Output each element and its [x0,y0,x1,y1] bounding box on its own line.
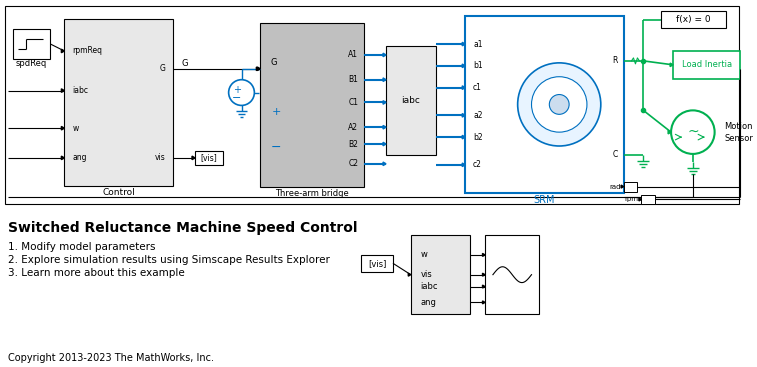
Text: c2: c2 [473,160,482,169]
Text: rpm: rpm [625,196,638,203]
Polygon shape [670,63,673,67]
Circle shape [531,77,587,132]
Bar [624,182,637,192]
Text: iabc: iabc [72,86,89,95]
Text: G: G [182,59,188,68]
Text: [vis]: [vis] [368,259,386,268]
Text: C1: C1 [348,98,358,107]
Bar [661,11,725,28]
Text: +: + [272,108,281,117]
Text: Sensor: Sensor [724,134,753,143]
Bar [64,19,173,186]
Text: ang: ang [72,153,87,162]
Text: −: − [232,94,241,103]
Bar [641,195,656,204]
Text: c1: c1 [473,83,482,92]
Text: −: − [271,141,282,153]
Text: Copyright 2013-2023 The MathWorks, Inc.: Copyright 2013-2023 The MathWorks, Inc. [8,353,214,363]
Text: w: w [421,250,428,259]
Text: a1: a1 [473,40,483,48]
Text: SRM: SRM [534,196,555,206]
Text: G: G [270,58,277,68]
Text: [vis]: [vis] [201,153,217,162]
Bar [466,17,624,193]
Text: Three-arm bridge: Three-arm bridge [276,189,349,198]
Bar [13,29,51,59]
Text: G: G [160,64,165,73]
Polygon shape [482,301,485,304]
Polygon shape [383,162,386,166]
Text: f(x) = 0: f(x) = 0 [676,15,711,24]
Text: +: + [232,84,241,95]
Polygon shape [383,142,386,146]
Text: Control: Control [102,188,136,197]
Polygon shape [257,67,260,70]
Text: rad: rad [609,184,621,190]
Text: C: C [612,150,618,159]
Polygon shape [61,156,64,160]
Text: Switched Reluctance Machine Speed Control: Switched Reluctance Machine Speed Contro… [8,221,357,235]
Bar [673,51,740,79]
Polygon shape [383,53,386,57]
Text: A1: A1 [348,50,358,59]
Circle shape [550,95,569,115]
Circle shape [518,63,601,146]
Polygon shape [192,156,195,160]
Polygon shape [463,135,466,139]
Bar [260,23,364,186]
Text: ang: ang [421,298,437,307]
Polygon shape [257,67,260,70]
Text: w: w [72,124,79,133]
Text: rpmReq: rpmReq [72,47,102,55]
Bar [411,235,470,314]
Text: vis: vis [421,270,432,279]
Text: spdReq: spdReq [16,59,47,68]
Polygon shape [639,198,641,201]
Polygon shape [383,78,386,81]
Polygon shape [383,126,386,129]
Circle shape [671,110,715,154]
Bar [485,235,540,314]
Polygon shape [61,49,64,53]
Polygon shape [482,285,485,288]
Polygon shape [482,253,485,257]
Polygon shape [463,163,466,167]
Circle shape [229,80,254,105]
Polygon shape [61,89,64,92]
Text: 3. Learn more about this example: 3. Learn more about this example [8,268,185,278]
Text: Motion: Motion [724,122,753,131]
Polygon shape [668,130,671,134]
Text: A2: A2 [348,123,358,132]
Text: B1: B1 [348,75,358,84]
Text: 2. Explore simulation results using Simscape Results Explorer: 2. Explore simulation results using Sims… [8,255,330,265]
Polygon shape [463,113,466,117]
Text: Load Inertia: Load Inertia [681,60,732,69]
Bar [386,46,435,155]
Polygon shape [482,273,485,276]
Polygon shape [383,101,386,104]
Text: iabc: iabc [401,96,420,105]
Text: b1: b1 [473,61,483,70]
Text: C2: C2 [348,159,358,168]
Polygon shape [463,64,466,68]
Text: B2: B2 [348,139,358,149]
Polygon shape [408,273,411,276]
Text: ~: ~ [687,125,699,139]
Polygon shape [61,126,64,130]
Text: b2: b2 [473,132,483,142]
Bar [195,151,223,165]
Text: vis: vis [154,153,165,162]
Text: a2: a2 [473,111,483,120]
Polygon shape [463,42,466,46]
Text: 1. Modify model parameters: 1. Modify model parameters [8,242,155,252]
Text: R: R [612,57,618,65]
Polygon shape [621,185,624,188]
Polygon shape [463,86,466,90]
Bar [5,7,740,204]
Text: iabc: iabc [421,282,438,291]
Bar [361,255,393,272]
